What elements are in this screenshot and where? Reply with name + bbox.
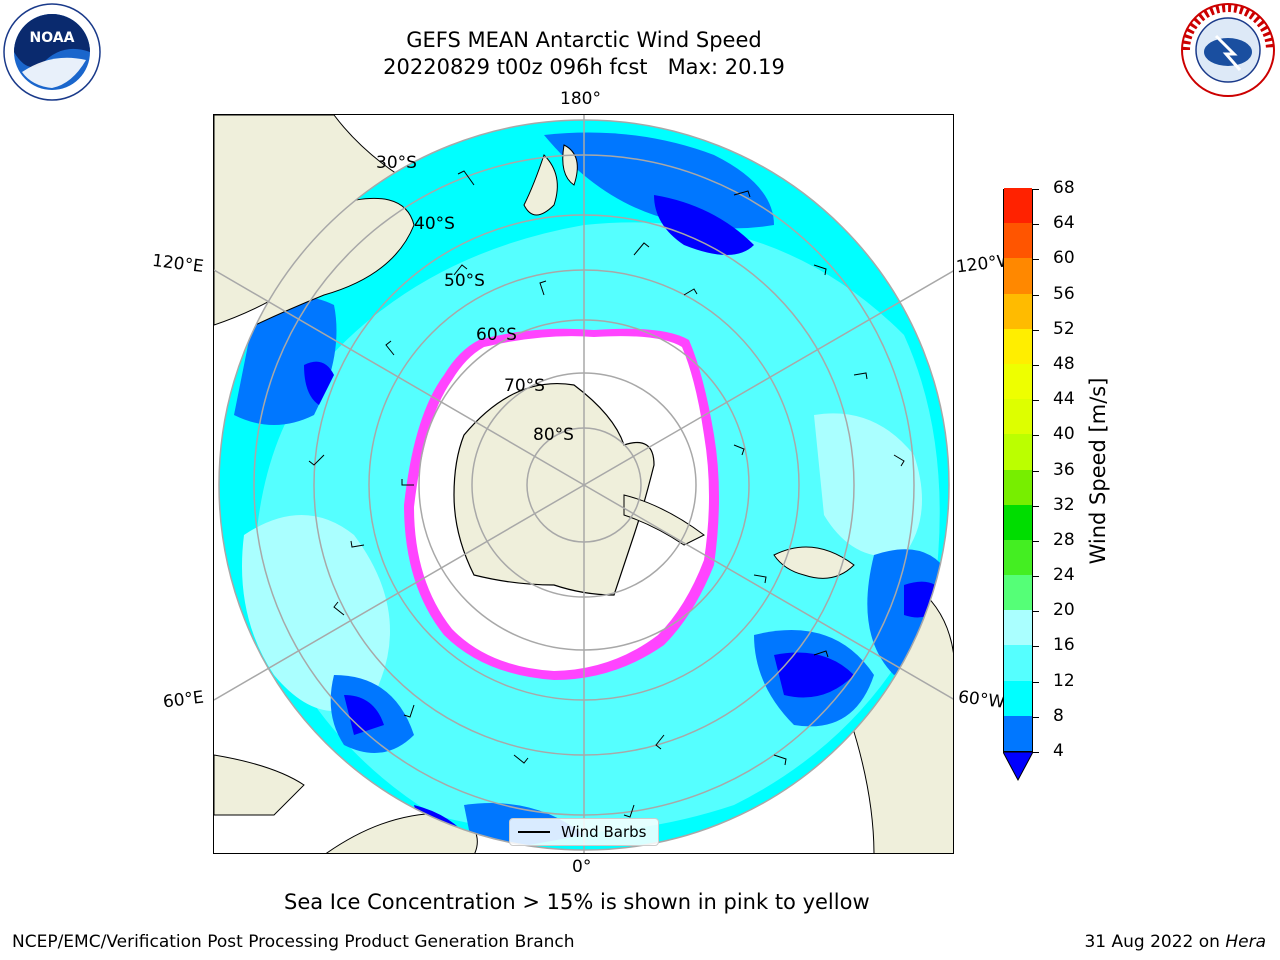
lon-label-60e: 60°E bbox=[161, 687, 205, 713]
colorbar-tick-label: 8 bbox=[1053, 705, 1064, 726]
wind-barbs bbox=[308, 170, 905, 818]
colorbar-tick-mark bbox=[1033, 611, 1039, 613]
lon-label-60w: 60°W bbox=[956, 687, 1006, 713]
colorbar-tick-mark bbox=[1033, 259, 1039, 261]
colorbar-tick-mark bbox=[1033, 576, 1039, 578]
lat-label-40s: 40°S bbox=[414, 214, 455, 234]
map-canvas bbox=[214, 115, 953, 853]
colorbar-segment bbox=[1004, 257, 1032, 294]
lat-label-50s: 50°S bbox=[444, 271, 485, 291]
colorbar-tick-label: 56 bbox=[1053, 283, 1075, 304]
colorbar-tick-label: 28 bbox=[1053, 529, 1075, 550]
colorbar-tick-mark bbox=[1033, 435, 1039, 437]
colorbar-tick-mark bbox=[1033, 400, 1039, 402]
colorbar-segment bbox=[1004, 469, 1032, 505]
colorbar-segment bbox=[1004, 363, 1032, 400]
colorbar-tick-label: 44 bbox=[1053, 389, 1075, 410]
colorbar-tick-label: 32 bbox=[1053, 494, 1075, 515]
colorbar-extend-arrow bbox=[1003, 752, 1033, 782]
lat-label-70s: 70°S bbox=[504, 376, 545, 396]
lon-label-0: 0° bbox=[572, 857, 592, 877]
colorbar-segment bbox=[1004, 398, 1032, 435]
colorbar-tick-label: 16 bbox=[1053, 635, 1075, 656]
colorbar-segment bbox=[1004, 293, 1032, 329]
colorbar-tick-label: 20 bbox=[1053, 600, 1075, 621]
colorbar-tick-label: 40 bbox=[1053, 424, 1075, 445]
colorbar-tick-label: 24 bbox=[1053, 565, 1075, 586]
chart-subtitle: 20220829 t00z 096h fcst Max: 20.19 bbox=[383, 55, 785, 79]
map-legend: Wind Barbs bbox=[509, 818, 659, 846]
colorbar-tick-label: 52 bbox=[1053, 318, 1075, 339]
colorbar-segment bbox=[1004, 504, 1032, 540]
footer-credit: NCEP/EMC/Verification Post Processing Pr… bbox=[12, 932, 575, 952]
lat-label-60s: 60°S bbox=[476, 325, 517, 345]
colorbar-segment bbox=[1004, 433, 1032, 470]
noaa-logo: NOAA bbox=[3, 3, 101, 101]
colorbar-tick-mark bbox=[1033, 294, 1039, 296]
colorbar-tick-mark bbox=[1033, 189, 1039, 190]
colorbar-segment bbox=[1004, 328, 1032, 364]
colorbar-tick-label: 36 bbox=[1053, 459, 1075, 480]
colorbar-tick-mark bbox=[1033, 681, 1039, 683]
colorbar-tick-label: 68 bbox=[1053, 178, 1075, 198]
colorbar-tick-mark bbox=[1033, 470, 1039, 472]
colorbar-tick-mark bbox=[1033, 716, 1039, 718]
lon-label-180: 180° bbox=[560, 89, 601, 109]
colorbar-tick-label: 12 bbox=[1053, 670, 1075, 691]
nws-logo bbox=[1181, 3, 1275, 97]
colorbar-tick-label: 4 bbox=[1053, 741, 1064, 761]
lat-label-80s: 80°S bbox=[533, 425, 574, 445]
legend-line-sample bbox=[518, 831, 550, 833]
colorbar-label: Wind Speed [m/s] bbox=[1086, 377, 1110, 565]
colorbar-tick-mark bbox=[1033, 505, 1039, 507]
colorbar-tick-mark bbox=[1033, 364, 1039, 366]
colorbar-tick-mark bbox=[1033, 224, 1039, 226]
colorbar-tick-label: 60 bbox=[1053, 248, 1075, 269]
colorbar bbox=[1003, 187, 1033, 752]
legend-label: Wind Barbs bbox=[561, 823, 647, 841]
colorbar-tick-mark bbox=[1033, 329, 1039, 331]
colorbar-segment bbox=[1004, 574, 1032, 611]
footer-date-text: 31 Aug 2022 on bbox=[1084, 932, 1226, 952]
colorbar-segment bbox=[1004, 609, 1032, 646]
colorbar-tick-label: 64 bbox=[1053, 213, 1075, 234]
colorbar-tick-mark bbox=[1033, 752, 1039, 753]
colorbar-tick-mark bbox=[1033, 646, 1039, 648]
lon-label-120e: 120°E bbox=[150, 250, 205, 278]
colorbar-segment bbox=[1004, 715, 1032, 751]
colorbar-tick-label: 48 bbox=[1053, 353, 1075, 374]
polar-map bbox=[213, 114, 954, 854]
noaa-logo-text: NOAA bbox=[30, 30, 75, 46]
lat-label-30s: 30°S bbox=[376, 153, 417, 173]
footer-machine: Hera bbox=[1225, 932, 1266, 952]
footer-date: 31 Aug 2022 on Hera bbox=[1084, 932, 1266, 952]
colorbar-segment bbox=[1004, 644, 1032, 681]
colorbar-segment bbox=[1004, 222, 1032, 259]
colorbar-segment bbox=[1004, 680, 1032, 716]
colorbar-segment bbox=[1004, 539, 1032, 576]
sea-ice-note: Sea Ice Concentration > 15% is shown in … bbox=[284, 890, 870, 914]
colorbar-tick-mark bbox=[1033, 540, 1039, 542]
colorbar-segment bbox=[1004, 187, 1032, 224]
chart-title: GEFS MEAN Antarctic Wind Speed bbox=[406, 28, 762, 52]
